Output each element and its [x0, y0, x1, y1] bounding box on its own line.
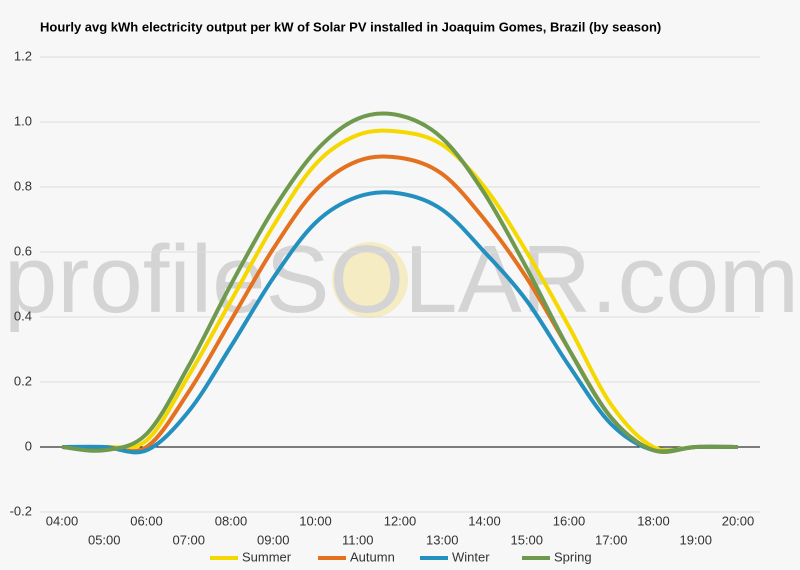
legend-label: Summer	[242, 549, 292, 564]
x-tick-label: 11:00	[342, 532, 374, 547]
series-line	[61, 128, 738, 453]
watermark: profileSOLAR.com	[4, 226, 799, 333]
x-tick-label: 04:00	[46, 513, 79, 528]
y-tick-label: 0.4	[14, 308, 32, 323]
legend-label: Autumn	[350, 549, 395, 564]
x-tick-label: 19:00	[679, 532, 712, 547]
y-tick-label: 1.2	[14, 48, 32, 63]
legend-label: Winter	[452, 549, 490, 564]
y-tick-label: 0.2	[14, 373, 32, 388]
x-tick-label: 05:00	[88, 532, 121, 547]
x-tick-label: 13:00	[426, 532, 459, 547]
x-tick-label: 12:00	[384, 513, 417, 528]
y-tick-label: 0.8	[14, 178, 32, 193]
y-tick-label: 0.6	[14, 243, 32, 258]
x-tick-label: 07:00	[172, 532, 205, 547]
legend-label: Spring	[554, 549, 592, 564]
watermark-sun	[332, 242, 408, 318]
x-tick-label: 10:00	[299, 513, 332, 528]
x-tick-label: 20:00	[722, 513, 755, 528]
chart-title: Hourly avg kWh electricity output per kW…	[40, 19, 661, 34]
x-tick-label: 08:00	[215, 513, 248, 528]
x-tick-label: 16:00	[553, 513, 586, 528]
x-tick-label: 17:00	[595, 532, 628, 547]
y-tick-label: 0	[25, 438, 32, 453]
x-tick-label: 14:00	[468, 513, 501, 528]
x-tick-label: 15:00	[510, 532, 543, 547]
y-tick-label: 1.0	[14, 113, 32, 128]
series-line	[61, 111, 739, 454]
x-tick-label: 18:00	[637, 513, 670, 528]
y-tick-label: -0.2	[10, 503, 32, 518]
x-tick-label: 06:00	[130, 513, 163, 528]
x-tick-label: 09:00	[257, 532, 290, 547]
series-line	[61, 190, 739, 455]
